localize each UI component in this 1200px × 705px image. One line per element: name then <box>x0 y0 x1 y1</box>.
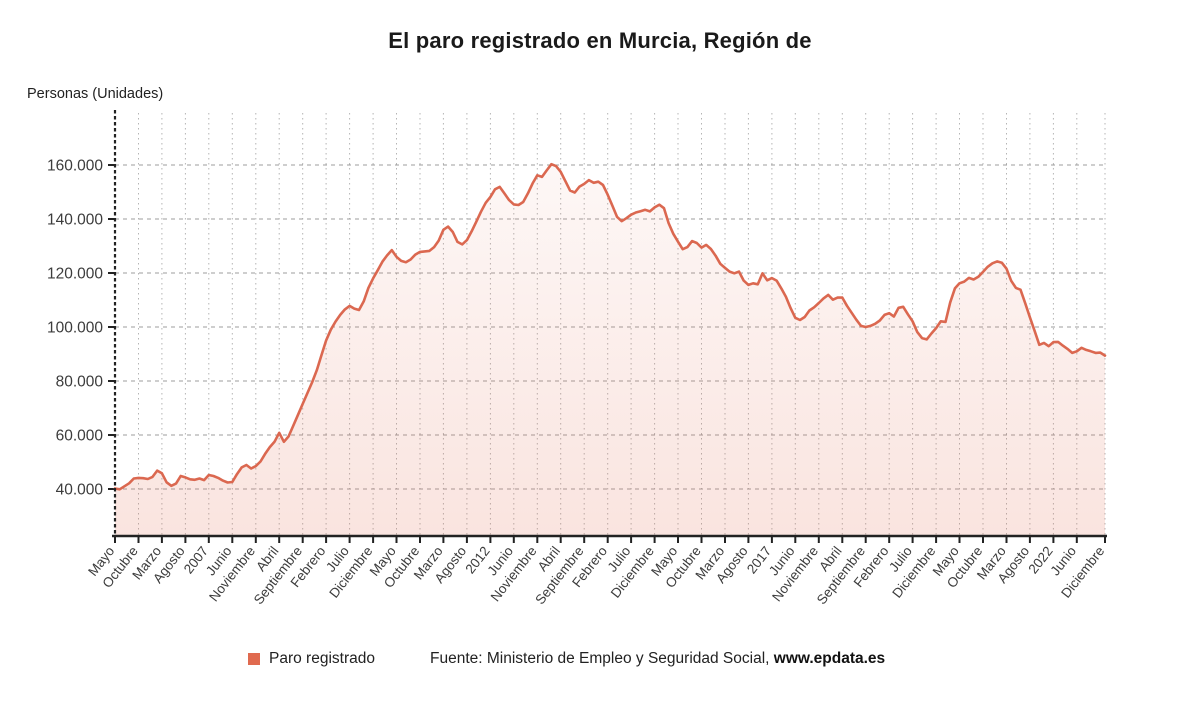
svg-text:160.000: 160.000 <box>47 158 103 175</box>
svg-text:60.000: 60.000 <box>56 428 104 445</box>
trend-line <box>113 162 1107 491</box>
svg-text:80.000: 80.000 <box>56 374 104 391</box>
svg-text:100.000: 100.000 <box>47 320 103 337</box>
source-site-link: www.epdata.es <box>773 650 886 667</box>
chart-canvas: 40.000 60.000 80.000 100.000 120.000 140.000 1… <box>47 110 1107 607</box>
y-axis-unit-label: Personas (Unidades) <box>27 86 164 102</box>
chart-footer: Paro registrado Fuente: Ministerio de Em… <box>0 650 1200 676</box>
svg-text:40.000: 40.000 <box>56 482 104 499</box>
source-prefix: Fuente: Ministerio de Empleo y Seguridad… <box>430 650 774 667</box>
legend-series-label: Paro registrado <box>269 650 375 667</box>
y-tick-labels: 40.000 60.000 80.000 100.000 120.000 140.000 1… <box>47 158 103 499</box>
svg-text:140.000: 140.000 <box>47 212 103 229</box>
chart-title: El paro registrado en Murcia, Región de <box>388 28 812 53</box>
source-text: Fuente: Ministerio de Empleo y Seguridad… <box>430 650 885 668</box>
legend-swatch-icon <box>248 653 260 665</box>
legend: Paro registrado <box>248 650 375 668</box>
area-fill <box>115 164 1105 535</box>
svg-text:120.000: 120.000 <box>47 266 103 283</box>
x-tick-labels: MayoOctubreMarzoAgosto2007JunioNoviembre… <box>85 537 1107 607</box>
